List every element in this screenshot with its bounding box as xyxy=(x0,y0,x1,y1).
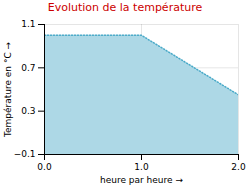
svg-text:1.0: 1.0 xyxy=(134,162,149,172)
svg-text:−0.1: −0.1 xyxy=(14,149,36,159)
html-text:Evolution de la température: Evolution de la température xyxy=(47,1,203,14)
svg-text:0.0: 0.0 xyxy=(37,162,52,172)
svg-text:0.3: 0.3 xyxy=(21,106,35,116)
svg-text:1.1: 1.1 xyxy=(21,19,35,29)
svg-text:0.7: 0.7 xyxy=(21,63,35,73)
svg-text:heure par heure →: heure par heure → xyxy=(100,175,183,185)
svg-text:2.0: 2.0 xyxy=(231,162,246,172)
svg-text:Température en °C →: Température en °C → xyxy=(3,41,13,138)
